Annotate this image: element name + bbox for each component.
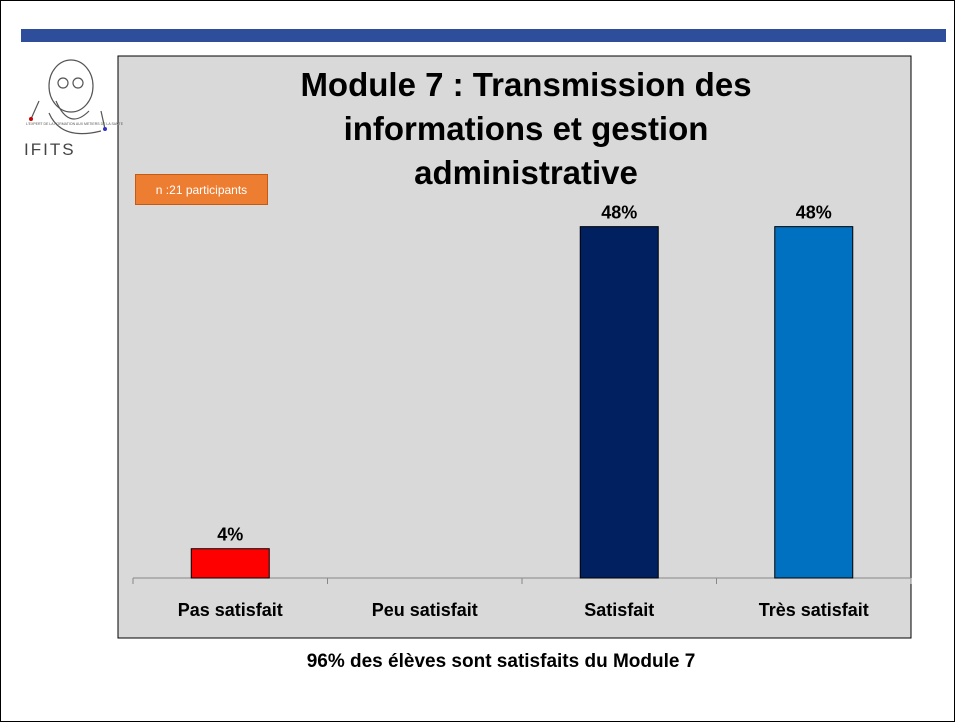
bar [774, 226, 854, 579]
data-label: 4% [217, 525, 243, 545]
footer: 96% des élèves sont satisfaits du Module… [306, 651, 696, 672]
x-tick-label: Très satisfait [759, 600, 869, 620]
x-tick-label: Pas satisfait [178, 600, 283, 620]
chart-title: Module 7 : Transmission des informations… [300, 66, 752, 191]
logo-drawing [30, 59, 106, 135]
logo-dot [103, 127, 107, 131]
logo-dot [29, 117, 33, 121]
bar [190, 548, 270, 579]
logo-tagline: L'EXPERT DE LA FORMATION AUX METIERS DE … [26, 122, 124, 126]
bar [579, 226, 659, 579]
x-tick-label: Peu satisfait [372, 600, 478, 620]
header-band [21, 29, 946, 42]
annotation: n :21 participants [135, 174, 268, 205]
data-label: 48% [796, 203, 832, 223]
logo-name: IFITS [24, 140, 76, 159]
x-tick-label: Satisfait [584, 600, 654, 620]
data-label: 48% [601, 203, 637, 223]
